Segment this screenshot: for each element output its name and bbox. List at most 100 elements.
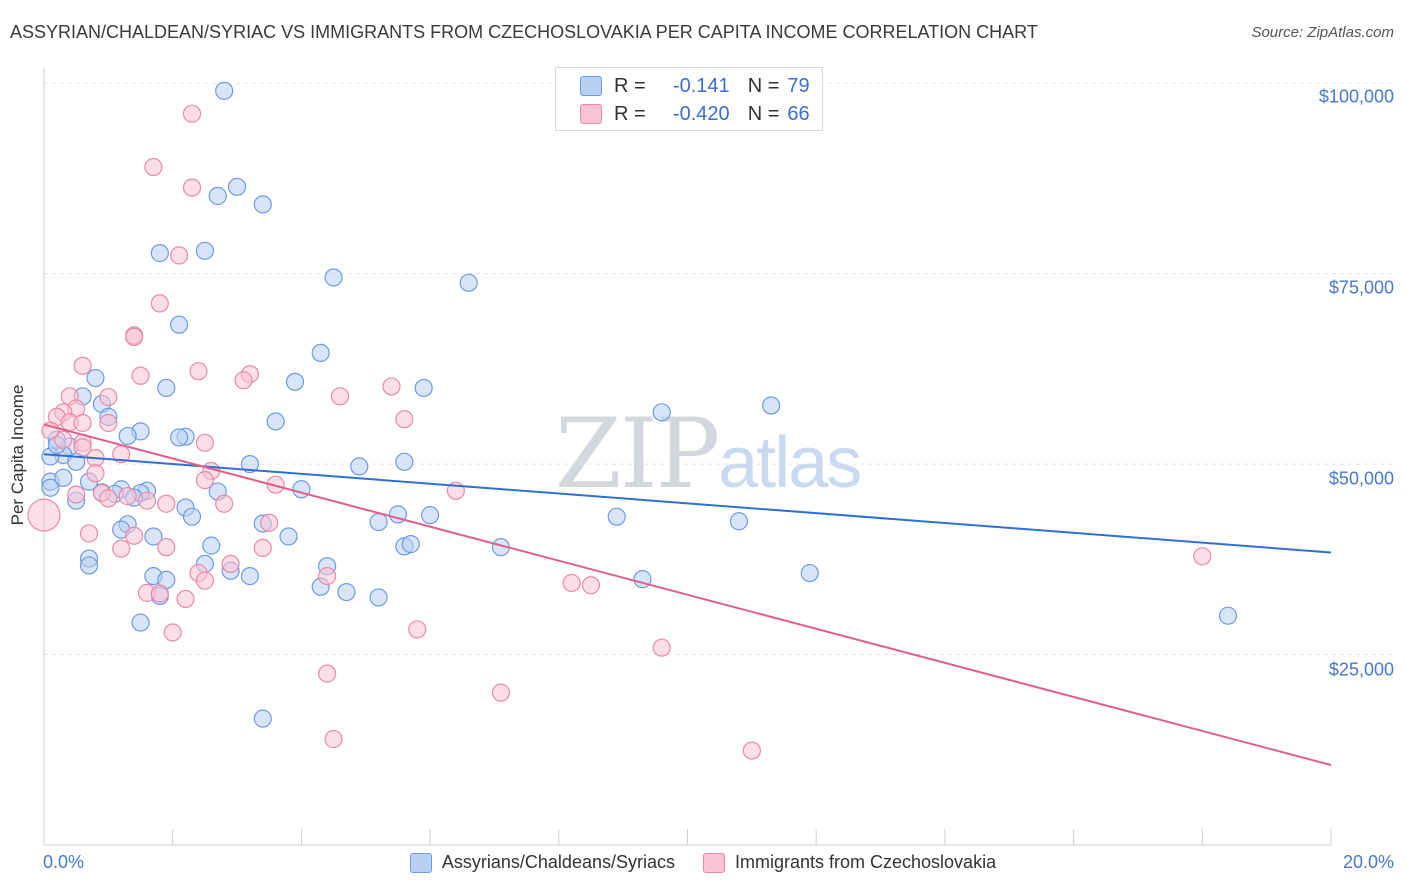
watermark: ZIPatlas (555, 398, 862, 510)
point-pink-40 (27, 498, 61, 532)
point-blue-4 (150, 244, 169, 263)
point-blue-23 (170, 428, 189, 447)
y-tick-label-25000: $25,000 (1328, 659, 1394, 680)
point-blue-16 (762, 396, 781, 415)
point-blue-71 (369, 588, 388, 607)
point-blue-0 (215, 81, 234, 100)
point-pink-57 (163, 623, 182, 642)
source-label: Source: ZipAtlas.com (1251, 24, 1394, 41)
point-blue-21 (118, 426, 137, 446)
watermark-atlas: atlas (718, 423, 862, 503)
point-pink-7 (73, 356, 92, 375)
point-pink-8 (189, 362, 208, 381)
legend-item-blue[interactable]: Assyrians/Chaldeans/Syriacs (409, 852, 675, 873)
point-blue-61 (79, 556, 99, 575)
y-tick-label-100000: $100,000 (1318, 86, 1394, 107)
point-blue-70 (337, 582, 356, 602)
blue-swatch (580, 76, 602, 96)
point-pink-26 (73, 438, 92, 457)
point-pink-10 (234, 371, 253, 390)
point-pink-49 (318, 566, 337, 586)
y-tick-label-75000: $75,000 (1328, 277, 1394, 298)
point-pink-44 (157, 538, 176, 557)
point-pink-31 (195, 471, 214, 490)
point-blue-64 (240, 566, 260, 586)
y-axis-label: Per Capita Income (8, 384, 27, 526)
stats-row-pink: R = -0.420 N = 66 (580, 102, 810, 126)
point-pink-14 (99, 387, 118, 407)
point-pink-22 (99, 413, 118, 433)
point-pink-0 (182, 104, 202, 123)
point-pink-51 (562, 573, 581, 593)
point-pink-54 (150, 584, 169, 603)
point-blue-77 (54, 468, 73, 487)
point-pink-60 (491, 683, 510, 702)
point-pink-3 (170, 246, 189, 265)
n-value: 66 (787, 102, 810, 125)
point-pink-11 (131, 366, 150, 385)
r-label: R = (614, 74, 646, 97)
point-blue-74 (1218, 606, 1238, 625)
stats-box: R = -0.141 N = 79 R = -0.420 N = 66 (555, 67, 823, 131)
point-pink-2 (182, 178, 202, 197)
x-tick-label-min: 0.0% (43, 852, 85, 872)
r-label: R = (614, 102, 646, 125)
legend-pink-swatch (703, 852, 725, 873)
point-pink-43 (124, 526, 144, 545)
point-pink-50 (195, 571, 214, 590)
stats-row-blue: R = -0.141 N = 79 (580, 74, 810, 98)
point-blue-46 (421, 506, 440, 525)
point-blue-68 (800, 563, 819, 583)
n-label: N = (747, 102, 780, 125)
point-blue-17 (652, 403, 671, 422)
point-blue-2 (208, 186, 227, 206)
point-pink-39 (215, 494, 234, 513)
r-value: -0.141 (672, 74, 730, 97)
n-value: 79 (787, 74, 810, 97)
point-blue-6 (324, 268, 343, 287)
point-blue-8 (170, 315, 189, 334)
point-blue-49 (369, 512, 388, 532)
legend-blue-swatch (409, 852, 432, 873)
point-blue-31 (395, 452, 414, 471)
point-pink-25 (195, 433, 214, 452)
legend-pink-label: Immigrants from Czechoslovakia (735, 852, 997, 872)
point-pink-45 (253, 538, 272, 558)
point-pink-56 (408, 620, 427, 639)
r-value: -0.420 (672, 102, 730, 125)
point-pink-41 (260, 513, 279, 532)
point-blue-54 (144, 527, 163, 546)
point-pink-46 (112, 539, 131, 558)
point-pink-37 (137, 491, 157, 510)
point-pink-1 (144, 157, 163, 177)
point-blue-30 (350, 457, 369, 476)
point-pink-20 (73, 413, 92, 433)
point-pink-63 (1193, 547, 1212, 566)
point-pink-15 (330, 387, 350, 406)
watermark-zip: ZIP (555, 398, 720, 510)
legend-item-pink[interactable]: Immigrants from Czechoslovakia (703, 852, 996, 873)
chart-title: ASSYRIAN/CHALDEAN/SYRIAC VS IMMIGRANTS F… (10, 22, 1038, 42)
point-blue-48 (729, 512, 749, 531)
point-pink-42 (79, 524, 99, 543)
point-pink-6 (124, 327, 144, 347)
point-blue-73 (131, 613, 150, 632)
point-blue-55 (202, 536, 221, 555)
point-blue-1 (227, 177, 247, 196)
trendline-blue (43, 453, 1332, 554)
trendline-pink (43, 423, 1332, 766)
point-pink-55 (176, 589, 195, 609)
point-blue-34 (41, 478, 60, 497)
point-pink-52 (581, 576, 601, 595)
point-pink-58 (652, 638, 671, 657)
point-pink-36 (99, 489, 118, 508)
point-pink-65 (67, 485, 86, 504)
point-blue-5 (195, 241, 214, 260)
point-pink-4 (150, 294, 169, 313)
point-pink-32 (266, 475, 285, 494)
point-pink-30 (86, 464, 105, 483)
n-label: N = (747, 74, 780, 97)
point-pink-21 (395, 410, 414, 429)
point-blue-19 (266, 412, 285, 431)
